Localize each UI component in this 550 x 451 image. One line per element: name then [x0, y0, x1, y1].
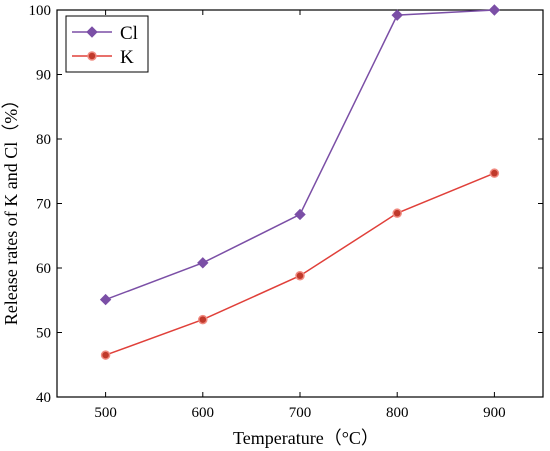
- legend-label-k: K: [120, 47, 134, 68]
- series-line-cl: [105, 9, 495, 301]
- y-tick-label: 100: [29, 3, 52, 19]
- data-point-k: [392, 208, 402, 218]
- legend-marker-cl: [86, 26, 98, 38]
- x-tick-label: 500: [94, 405, 117, 421]
- x-axis: 500 600 700 800 900: [94, 10, 506, 421]
- data-point-k: [198, 314, 208, 325]
- x-tick-label: 800: [386, 405, 409, 421]
- data-point-cl: [391, 9, 403, 21]
- legend-entry-cl: Cl: [72, 23, 138, 44]
- data-point-k: [295, 270, 305, 281]
- legend-box: [65, 15, 149, 73]
- x-tick-label: 600: [192, 405, 215, 421]
- y-axis-title: Release rates of K and Cl（%）: [1, 91, 21, 325]
- y-tick-label: 90: [36, 68, 51, 84]
- series-layer: [99, 4, 501, 360]
- x-tick-label: 900: [483, 405, 506, 421]
- y-tick-label: 40: [36, 390, 51, 406]
- series-cl: [99, 4, 501, 306]
- data-point-cl: [488, 4, 501, 16]
- y-tick-label: 80: [36, 132, 51, 148]
- y-tick-label: 70: [36, 197, 51, 213]
- legend-label-cl: Cl: [120, 23, 138, 44]
- data-point-k: [489, 168, 500, 178]
- legend: Cl K: [65, 15, 149, 73]
- series-line-k: [105, 172, 495, 356]
- data-point-cl: [294, 208, 306, 221]
- x-axis-title: Temperature（°C）: [233, 428, 379, 448]
- y-tick-label: 60: [36, 261, 51, 277]
- data-point-cl: [197, 257, 209, 269]
- y-axis: 40 50 60 70 80 90 100: [29, 3, 543, 406]
- series-k: [100, 168, 500, 360]
- legend-entry-k: K: [72, 47, 134, 68]
- x-tick-label: 700: [289, 405, 312, 421]
- data-point-cl: [99, 293, 112, 306]
- data-point-k: [100, 350, 111, 360]
- legend-marker-k: [87, 51, 97, 61]
- y-tick-label: 50: [36, 326, 51, 342]
